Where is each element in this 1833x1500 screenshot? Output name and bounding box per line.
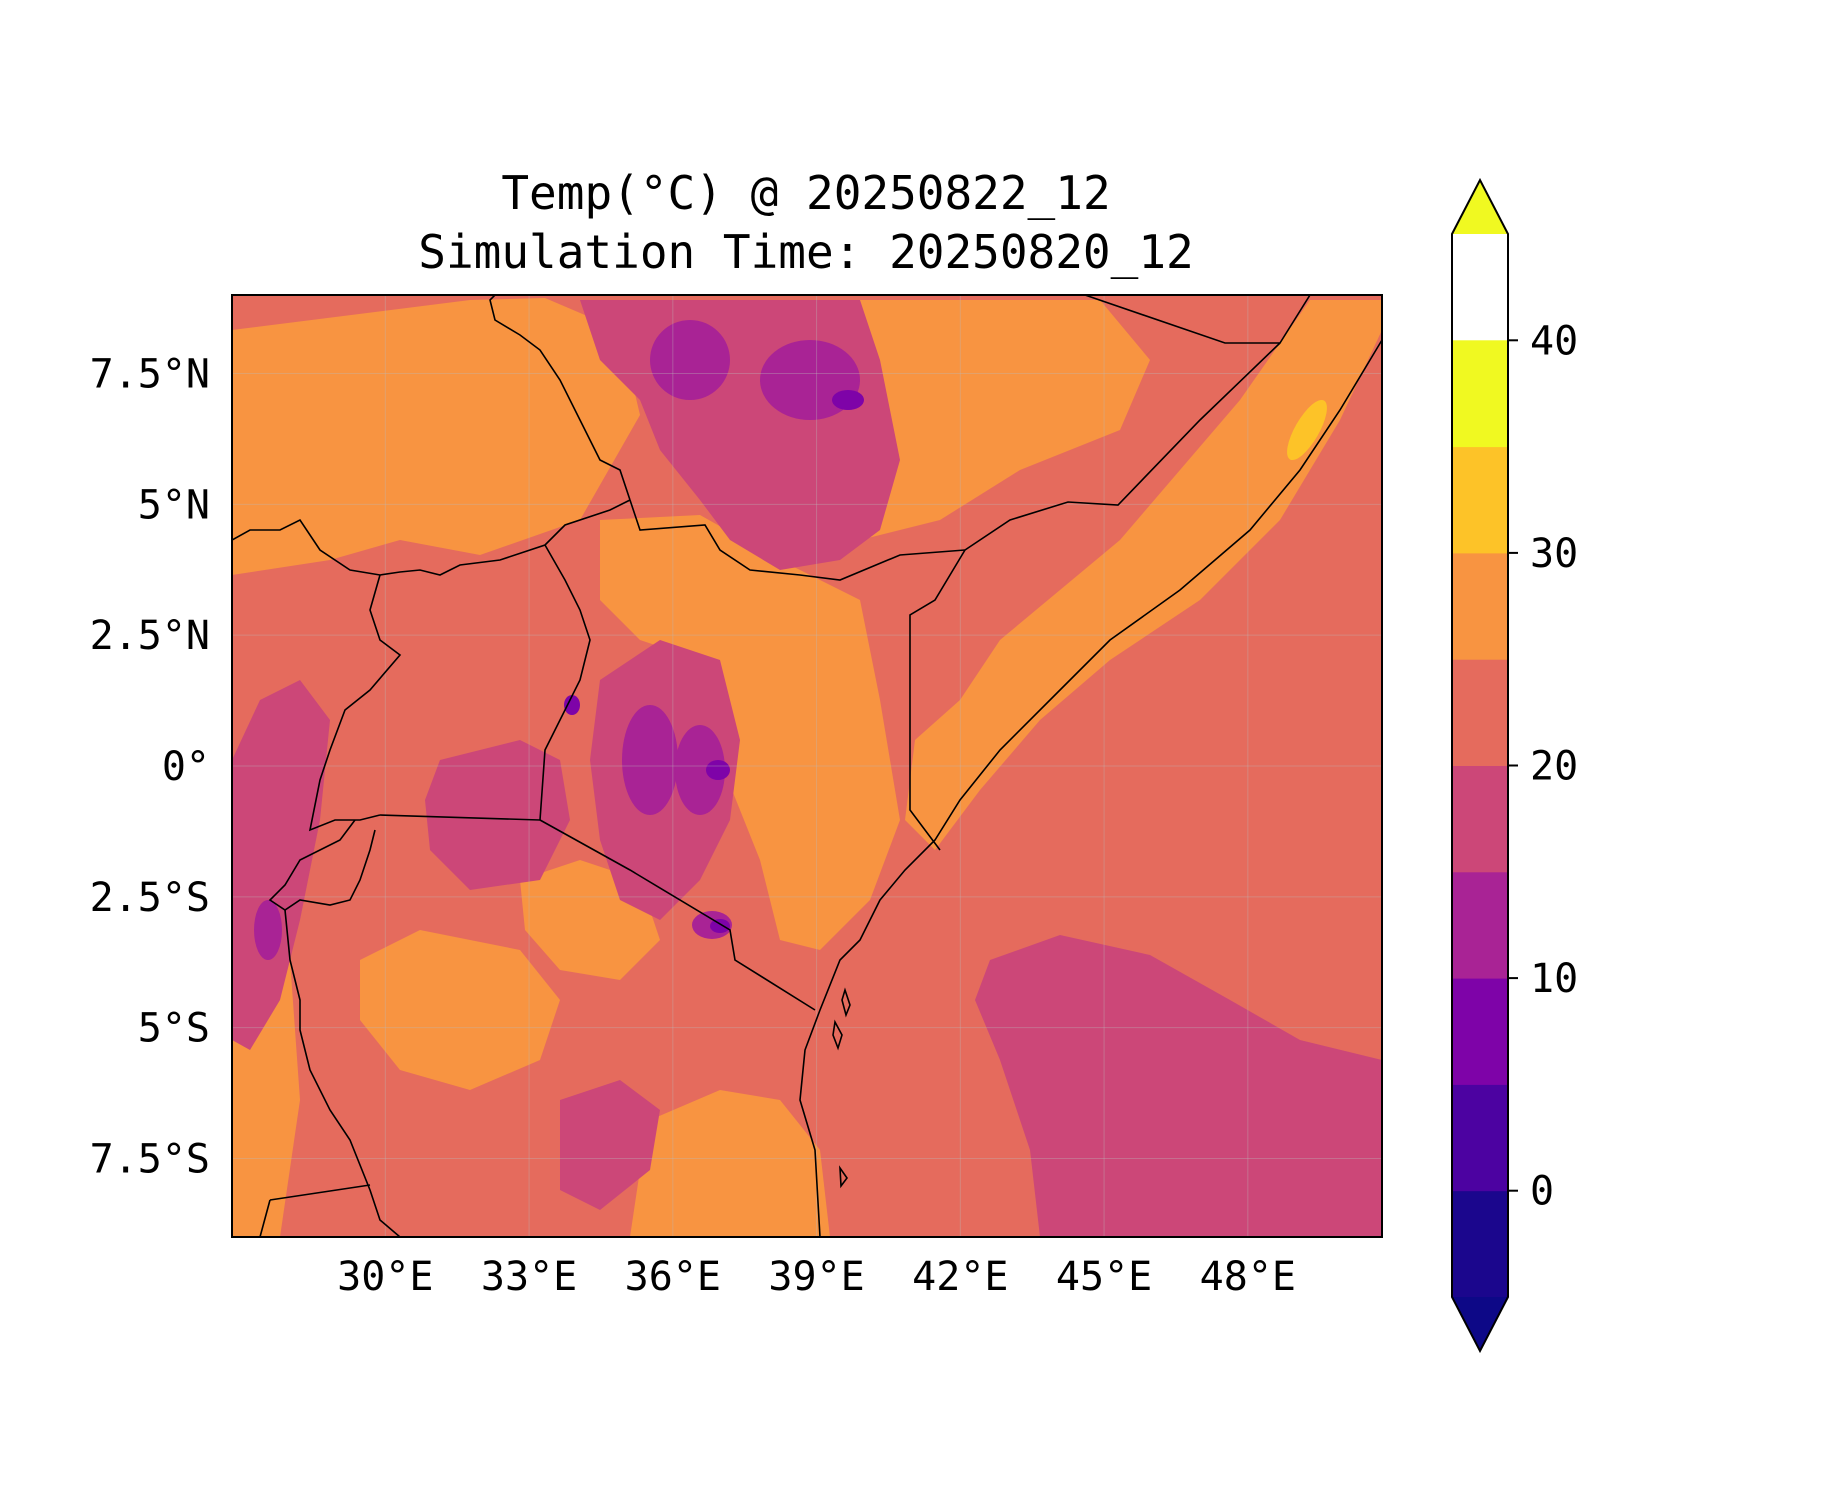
y-tick-label: 7.5°S: [90, 1137, 210, 1183]
border-somalia-ethiopia: [1084, 295, 1311, 344]
colorbar-segment: [1452, 552, 1508, 660]
island-mafia: [839, 1165, 848, 1189]
colorbar-tick-label: 10: [1530, 956, 1578, 1002]
temp-region-30-35-kenya: [600, 515, 900, 950]
y-tick-label: 7.5°N: [90, 352, 210, 398]
temp-region-35-40-somalia: [1287, 399, 1327, 461]
temp-region-30-35-north-west: [232, 298, 640, 575]
temp-region-5-10-ethiopia: [832, 390, 864, 410]
y-tick-label: 0°: [162, 744, 210, 790]
colorbar-segment: [1452, 1084, 1508, 1192]
colorbar-segment: [1452, 340, 1508, 448]
temp-region-30-35-somalia-strip: [905, 300, 1382, 850]
x-axis-tick-labels: 30°E 33°E 36°E 39°E 42°E 45°E 48°E: [337, 1254, 1296, 1300]
border-kenya-tanzania: [539, 819, 816, 1011]
border-tanzania-zambia: [269, 1184, 371, 1201]
border-zambia-west: [259, 1199, 271, 1237]
colorbar-tick-label: 30: [1530, 531, 1578, 577]
country-borders: [232, 295, 1382, 1237]
colorbar-extend-max: [1452, 180, 1508, 234]
colorbar-tick-label: 20: [1530, 744, 1578, 790]
y-tick-label: 2.5°S: [90, 875, 210, 921]
colorbar-segment: [1452, 659, 1508, 766]
colorbar-segment: [1452, 978, 1508, 1085]
y-tick-label: 5°S: [138, 1006, 210, 1052]
island-pemba: [841, 987, 851, 1018]
map-gridlines: [232, 295, 1382, 1237]
border-south-sudan-uganda: [232, 499, 631, 576]
border-tanzania-west: [379, 814, 541, 821]
colorbar-segment: [1452, 446, 1508, 554]
border-kenya-uganda: [539, 544, 591, 821]
colorbar-segment: [1452, 1190, 1508, 1298]
colorbar-tick-label: 0: [1530, 1169, 1554, 1215]
y-tick-label: 5°N: [138, 482, 210, 528]
temp-region-5-10-kilimanjaro: [710, 919, 730, 933]
island-zanzibar: [832, 1019, 843, 1051]
x-tick-label: 42°E: [912, 1254, 1008, 1300]
temp-region-20-25-western-rift: [232, 680, 330, 1050]
x-tick-label: 30°E: [337, 1254, 433, 1300]
temp-region-15-20-ethiopia-1: [650, 320, 730, 400]
border-lake-tanganyika: [284, 909, 401, 1237]
y-axis-tick-labels: 7.5°N 5°N 2.5°N 0° 2.5°S 5°S 7.5°S: [90, 352, 210, 1183]
temp-region-15-20-western-rift: [254, 900, 282, 960]
x-tick-label: 39°E: [768, 1254, 864, 1300]
colorbar-segment: [1452, 765, 1508, 873]
colorbar: 0 10 20 30 40: [1451, 177, 1578, 1354]
border-kenya-ethiopia: [629, 499, 966, 581]
border-rwanda-burundi: [268, 819, 376, 911]
colorbar-outline: [1451, 177, 1509, 1354]
temp-region-20-25-tanzania-ridge: [560, 1080, 660, 1210]
temp-region-15-20-kenya-1: [622, 705, 678, 815]
temp-region-5-10-mt-kenya: [706, 760, 730, 780]
border-somalia-ethiopia-ogaden: [964, 342, 1281, 551]
temp-region-30-35-tanzania-south: [630, 1090, 830, 1237]
x-tick-label: 45°E: [1056, 1254, 1152, 1300]
figure-title-line1: Temp(°C) @ 20250822_12: [501, 166, 1110, 220]
colorbar-segment: [1452, 871, 1508, 979]
temp-region-20-25-lake-victoria: [425, 740, 570, 890]
figure-title-line2: Simulation Time: 20250820_12: [418, 225, 1193, 279]
x-tick-label: 48°E: [1200, 1254, 1296, 1300]
colorbar-tick-label: 40: [1530, 318, 1578, 364]
border-kenya-somalia: [909, 549, 966, 851]
map-axes-frame: [231, 294, 1383, 1238]
colorbar-extend-min: [1452, 1297, 1508, 1351]
y-tick-label: 2.5°N: [90, 613, 210, 659]
temp-region-5-10-elgon: [564, 695, 580, 715]
coastline-east-africa: [799, 339, 1382, 1237]
border-south-sudan-ethiopia: [489, 295, 631, 501]
temperature-map: [232, 295, 1382, 1237]
temp-region-30-35-tanzania-west: [360, 930, 560, 1090]
temp-region-20-25-ocean-south: [975, 935, 1382, 1237]
x-tick-label: 33°E: [481, 1254, 577, 1300]
temp-region-15-20-kenya-2: [675, 725, 725, 815]
x-tick-label: 36°E: [625, 1254, 721, 1300]
border-uganda-congo: [308, 574, 402, 832]
